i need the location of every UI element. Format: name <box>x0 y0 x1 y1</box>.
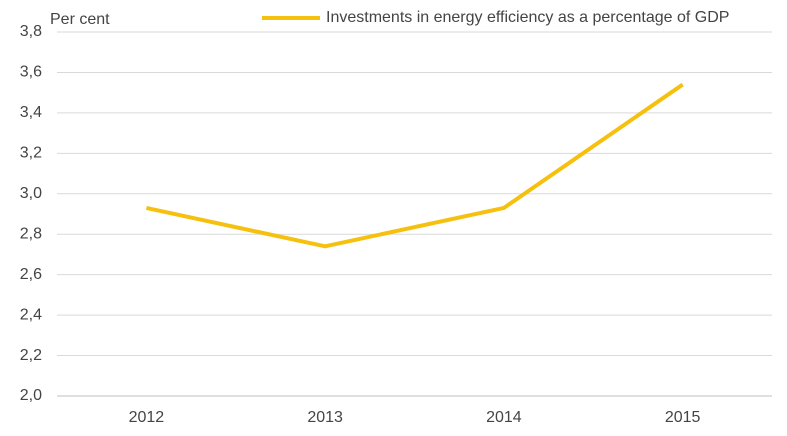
y-tick-label: 3,8 <box>20 23 42 40</box>
y-axis-label: Per cent <box>50 11 110 28</box>
y-tick-label: 3,6 <box>20 64 42 81</box>
legend-label: Investments in energy efficiency as a pe… <box>326 9 729 26</box>
x-tick-label: 2015 <box>665 409 701 426</box>
x-tick-label: 2012 <box>129 409 165 426</box>
y-tick-label: 2,4 <box>20 306 42 323</box>
y-tick-label: 3,2 <box>20 145 42 162</box>
y-tick-label: 2,8 <box>20 225 42 242</box>
x-tick-label: 2013 <box>307 409 343 426</box>
y-tick-label: 2,6 <box>20 266 42 283</box>
data-line <box>145 82 684 249</box>
y-tick-label: 2,0 <box>20 387 42 404</box>
y-tick-label: 2,2 <box>20 347 42 364</box>
x-tick-label: 2014 <box>486 409 522 426</box>
y-tick-label: 3,0 <box>20 185 42 202</box>
y-tick-label: 3,4 <box>20 104 42 121</box>
